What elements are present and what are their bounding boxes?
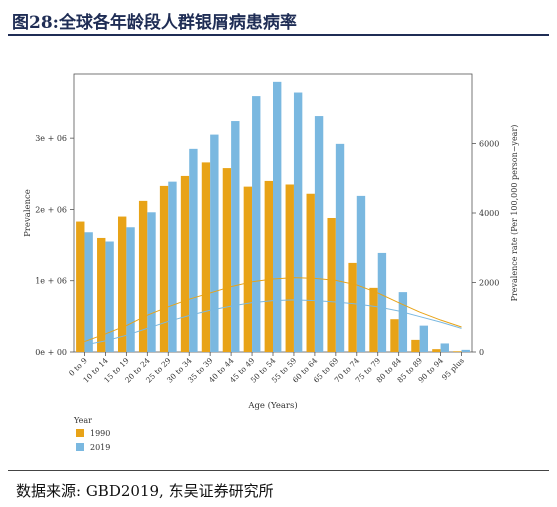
bar-1990-40-to-44 [222, 168, 232, 352]
y2-tick-label: 0 [479, 348, 484, 357]
bar-2019-45-to-49 [252, 96, 261, 352]
y2-tick-label: 4000 [479, 209, 499, 218]
figure-header: 图28:全球各年龄段人群银屑病患病率 [8, 4, 549, 34]
bar-2019-95-plus [461, 349, 470, 352]
bar-2019-65-to-69 [335, 143, 345, 352]
bar-2019-25-to-29 [168, 181, 177, 352]
bar-1990-60-to-64 [306, 193, 315, 352]
psoriasis-prevalence-chart: 0e + 00 1e + 06 2e + 06 3e + 06 0 2000 4000 600… [23, 73, 519, 452]
source-rule [8, 470, 549, 471]
figure-title: 图28:全球各年龄段人群银屑病患病率 [12, 8, 297, 33]
bar-1990-55-to-59 [285, 184, 294, 352]
y-tick-label: 1e + 06 [35, 277, 67, 286]
y2-tick-label: 6000 [479, 140, 499, 149]
y-tick-label: 3e + 06 [35, 134, 67, 143]
bar-1990-20-to-24 [138, 200, 148, 352]
bar-2019-80-to-84 [398, 292, 408, 352]
bar-2019-35-to-39 [210, 134, 219, 352]
figure-label: 图28: [12, 13, 59, 33]
x-tick-label: 95 plus [440, 356, 466, 382]
figure-source: 数据来源: GBD2019, 东吴证券研究所 [16, 482, 274, 500]
bar-2019-30-to-34 [189, 148, 198, 352]
legend-swatch-1990 [76, 429, 84, 437]
bar-2019-20-to-24 [147, 212, 156, 352]
bar-1990-65-to-69 [327, 217, 336, 352]
bar-1990-35-to-39 [201, 162, 211, 352]
y-axis-title: Prevalence [23, 189, 33, 237]
bar-1990-10-to-14 [97, 237, 106, 352]
x-axis-title: Age (Years) [247, 400, 297, 411]
bar-2019-60-to-64 [314, 116, 324, 352]
rate-line-2019 [84, 299, 462, 346]
bar-2019-40-to-44 [231, 121, 240, 352]
bar-1990-75-to-79 [369, 287, 378, 352]
legend-label-2019: 2019 [90, 443, 110, 452]
legend-title: Year [73, 416, 92, 425]
bar-2019-0-to-9 [84, 232, 93, 352]
bar-1990-30-to-34 [180, 175, 190, 352]
bar-2019-50-to-54 [273, 81, 282, 352]
bar-2019-90-to-94 [440, 343, 449, 352]
bar-1990-95-plus [453, 351, 462, 352]
figure-title-text: 全球各年龄段人群银屑病患病率 [58, 13, 297, 33]
bar-1990-85-to-89 [411, 339, 420, 352]
legend-swatch-2019 [76, 443, 84, 451]
legend-label-1990: 1990 [90, 429, 110, 438]
bar-1990-90-to-94 [432, 349, 441, 352]
bar-1990-80-to-84 [390, 319, 399, 352]
rate-line-1990 [84, 277, 462, 343]
bar-1990-50-to-54 [264, 180, 273, 352]
y-tick-label: 0e + 00 [35, 348, 67, 357]
y-tick-label: 2e + 06 [35, 205, 67, 214]
bar-2019-55-to-59 [293, 92, 303, 352]
bar-2019-15-to-19 [126, 227, 135, 352]
bar-1990-15-to-19 [117, 216, 127, 352]
bar-1990-0-to-9 [76, 221, 85, 352]
y2-axis-title: Prevalence rate (Per 100,000 person−year… [510, 125, 519, 302]
bar-2019-75-to-79 [377, 252, 387, 352]
bar-1990-25-to-29 [159, 185, 169, 352]
bar-2019-10-to-14 [105, 241, 114, 352]
y2-tick-label: 2000 [479, 279, 499, 288]
title-rule [8, 34, 549, 36]
bar-1990-70-to-74 [348, 262, 357, 352]
bar-2019-70-to-74 [356, 195, 366, 352]
bar-2019-85-to-89 [419, 325, 429, 352]
bar-1990-45-to-49 [243, 186, 253, 352]
